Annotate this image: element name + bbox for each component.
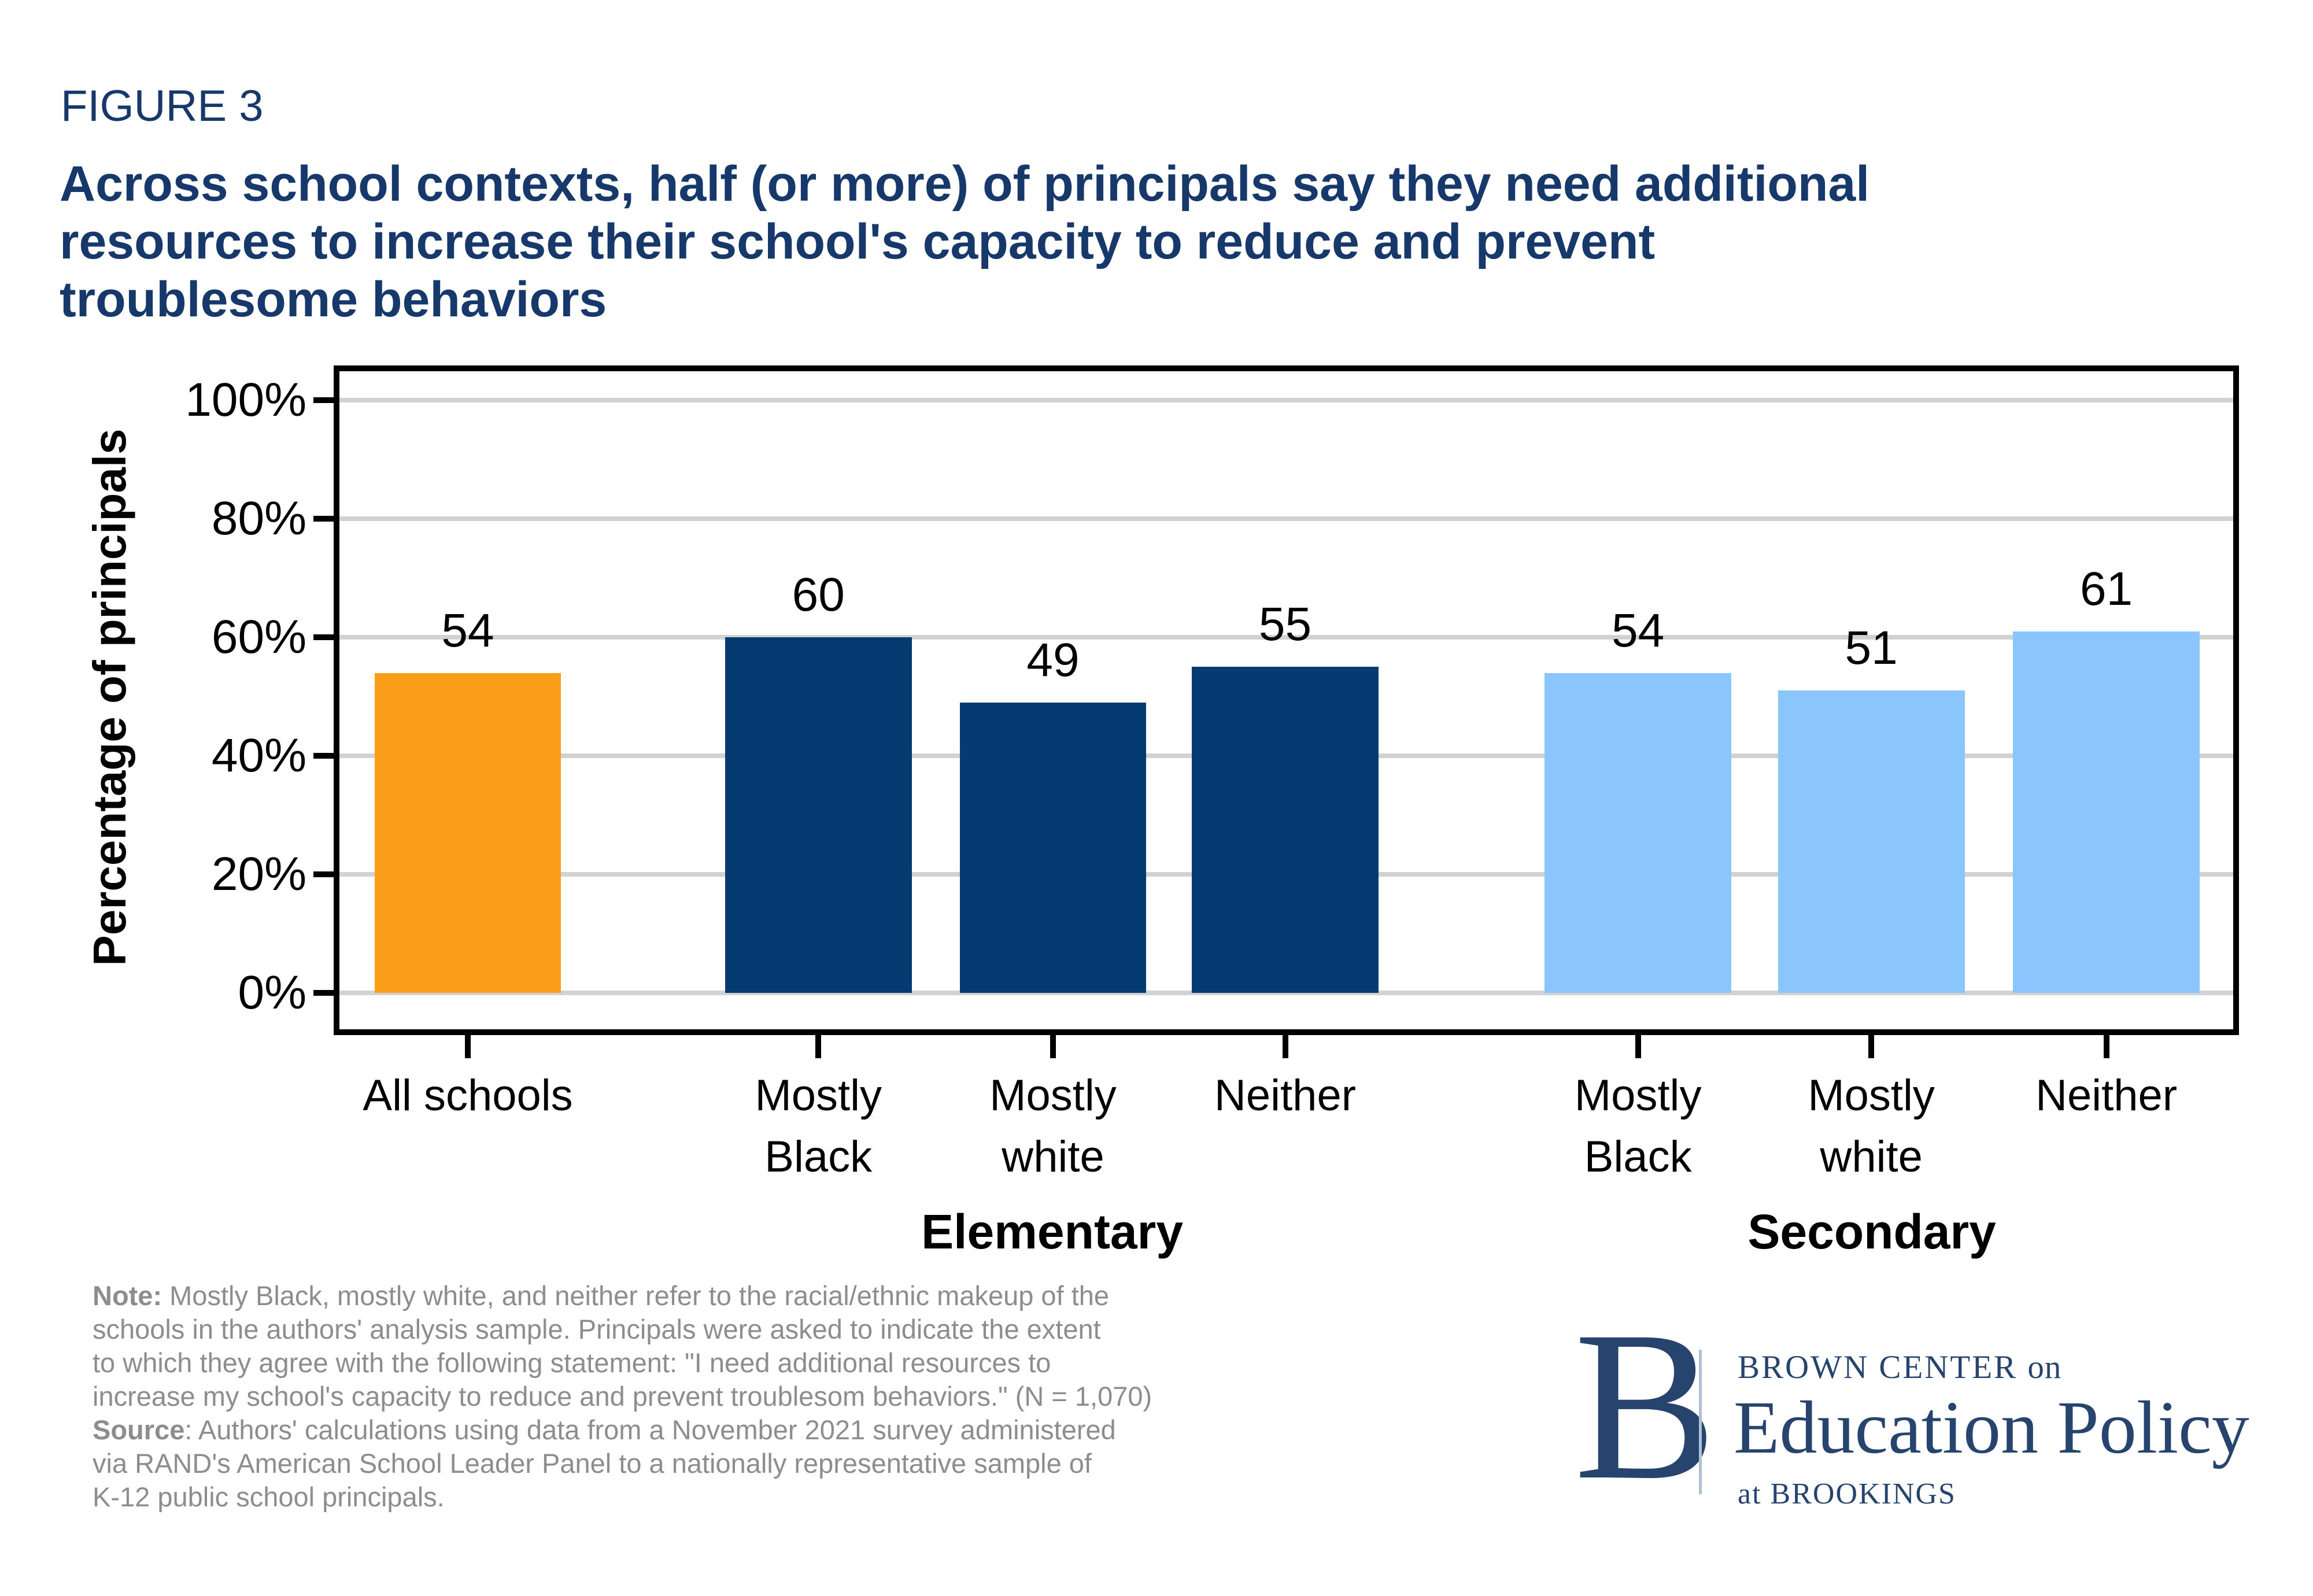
bar-all-schools [374,673,561,993]
brookings-b-logo-mark: B [1574,1287,1717,1524]
source-line-2: via RAND's American School Leader Panel … [93,1448,1092,1479]
note-line-4: increase my school's capacity to reduce … [93,1381,1152,1412]
x-axis-tick [465,1035,471,1058]
group-label-elementary: Elementary [921,1205,1184,1259]
y-axis-tick-100% [313,397,334,403]
bar-mostly-black [725,637,912,993]
group-label-secondary: Secondary [1747,1205,1996,1259]
y-axis-tick-60% [313,634,334,641]
bar-value-label: 49 [1026,633,1080,686]
chart-title-line-1: Across school contexts, half (or more) o… [60,156,1870,212]
gridline-60% [339,635,2233,640]
logo-brown-center-caps: BROWN CENTER [1738,1349,2028,1386]
source-line-1: : Authors' calculations using data from … [184,1414,1116,1445]
category-label: Neither [1214,1065,1356,1126]
category-label: Mostly white [1808,1065,1935,1188]
note-label: Note: [93,1280,162,1311]
chart-title-line-3: troublesome behaviors [60,272,607,327]
source-line-3: K-12 public school principals. [93,1482,445,1512]
category-label: Mostly Black [1575,1065,1702,1188]
logo-at-text: at [1738,1477,1771,1510]
bar-value-label: 60 [792,568,845,622]
gridline-0% [339,991,2233,996]
x-axis-tick [1635,1035,1641,1058]
x-axis-tick [1050,1035,1056,1058]
category-label: Neither [2035,1065,2177,1126]
category-label-line: Neither [1214,1071,1357,1120]
bar-value-label: 61 [2079,562,2133,615]
y-axis-tick-40% [313,753,334,759]
x-axis-tick [1868,1035,1875,1058]
y-tick-label-40%: 40% [211,729,306,782]
y-tick-label-100%: 100% [185,373,306,426]
bar-mostly-black [1545,673,1732,993]
category-label-line: Mostly [755,1071,882,1120]
y-tick-label-20%: 20% [211,848,306,901]
y-tick-label-60%: 60% [211,611,306,664]
category-label: All schools [363,1065,572,1126]
logo-education-policy-line: Education Policy [1734,1386,2249,1469]
x-axis-tick [815,1035,822,1058]
logo-divider-line [1699,1350,1702,1494]
logo-at-brookings-line: at BROOKINGS [1738,1477,1956,1511]
gridline-80% [339,516,2233,522]
plot-area: 54 60 49 55 54 51 61 [313,365,2239,1035]
bar-value-label: 54 [1612,604,1665,657]
category-label-line: All schools [363,1071,573,1120]
logo-brown-center-line: BROWN CENTER on [1738,1349,2061,1386]
y-axis-tick-20% [313,871,334,878]
category-label-line: Black [764,1132,873,1181]
y-tick-label-0%: 0% [238,966,306,1019]
bar-neither [2013,631,2200,993]
chart-title: Across school contexts, half (or more) o… [60,155,1869,328]
category-label-line: Mostly [1574,1071,1702,1120]
category-label-line: Neither [2035,1071,2178,1120]
logo-brookings-caps: BROOKINGS [1770,1477,1956,1510]
category-label-line: Mostly [989,1071,1117,1120]
bar-mostly-white [1778,690,1965,993]
chart-title-line-2: resources to increase their school's cap… [60,214,1656,269]
note-line-1: Mostly Black, mostly white, and neither … [162,1280,1110,1311]
note-line-3: to which they agree with the following s… [93,1347,1051,1378]
note-block: Note: Mostly Black, mostly white, and ne… [93,1279,1152,1514]
category-label-line: Black [1584,1132,1692,1181]
x-axis-tick [1282,1035,1288,1058]
y-tick-label-80%: 80% [211,492,306,545]
bar-value-label: 54 [441,604,494,657]
note-line-2: schools in the authors' analysis sample.… [93,1314,1101,1344]
bar-value-label: 51 [1845,622,1898,675]
category-label: Mostly Black [755,1065,882,1188]
category-label-line: white [1820,1132,1923,1181]
category-label-line: white [1002,1132,1104,1181]
category-label-line: Mostly [1808,1071,1935,1120]
logo-on-text: on [2027,1349,2062,1386]
source-label: Source [93,1414,185,1445]
bar-value-label: 55 [1258,598,1312,651]
category-label: Mostly white [989,1065,1117,1188]
y-axis-tick-80% [313,516,334,522]
bar-neither [1192,667,1379,993]
x-axis-tick [2103,1035,2109,1058]
figure-number-label: FIGURE 3 [61,82,264,131]
y-axis-tick-0% [313,990,334,996]
bar-mostly-white [959,702,1147,993]
gridline-100% [339,397,2233,402]
